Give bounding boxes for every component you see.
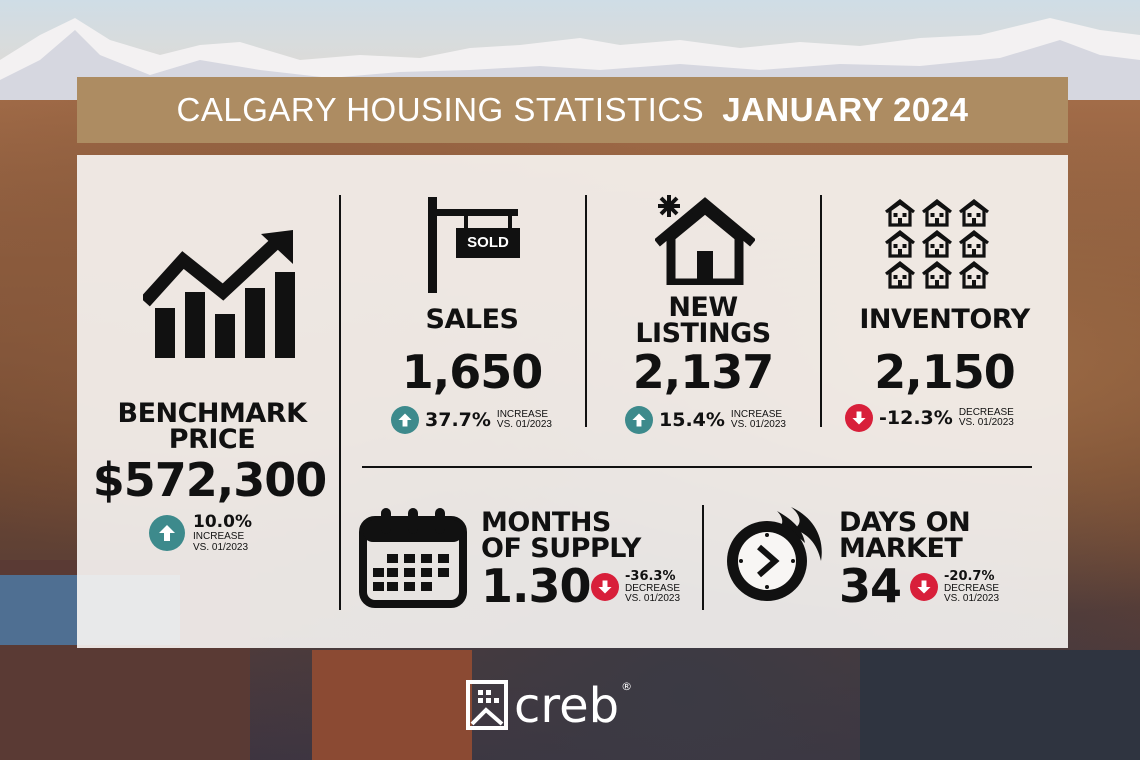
new-listings-note-line2: VS. 01/2023 (730, 419, 786, 430)
registered-mark: ® (621, 680, 633, 693)
divider (702, 505, 704, 610)
arrow-down-icon (910, 573, 938, 602)
creb-logo: creb ® (466, 680, 632, 730)
days-market-change-pct: -20.7% (944, 569, 995, 584)
days-market-change: -20.7% DECREASE VS. 01/2023 (910, 570, 999, 605)
days-market-label-line1: DAYS ON (839, 507, 971, 538)
arrow-down-icon (591, 573, 619, 602)
days-market-value: 34 (839, 559, 902, 613)
houses-grid-icon (885, 199, 990, 289)
sold-sign-text: SOLD (467, 234, 509, 251)
new-listings-note-line1: INCREASE (730, 408, 783, 420)
sold-sign-icon (428, 197, 520, 293)
inventory-change: -12.3% DECREASE VS. 01/2023 (845, 404, 1014, 432)
sales-value: 1,650 (401, 345, 544, 399)
inventory-value: 2,150 (874, 345, 1016, 399)
building-right (860, 650, 1140, 760)
days-market-note-line1: DECREASE (944, 582, 1000, 594)
new-listings-label: NEW LISTINGS (587, 292, 819, 349)
calendar-icon (359, 508, 467, 608)
new-listings-label-line2: LISTINGS (635, 317, 771, 349)
page-title: CALGARY HOUSING STATISTICS JANUARY 2024 (77, 77, 1068, 143)
inventory-note-line1: DECREASE (958, 406, 1014, 418)
benchmark-note-line2: VS. 01/2023 (193, 541, 249, 553)
stats-panel: BENCHMARK PRICE $572,300 10.0% INCREASE … (77, 155, 1068, 648)
creb-logo-icon (466, 680, 508, 730)
fast-clock-icon (727, 507, 822, 601)
days-market-label: DAYS ON MARKET (839, 507, 971, 564)
divider (339, 195, 341, 610)
months-supply-note-line1: DECREASE (625, 582, 681, 594)
months-supply-label-line2: OF SUPPLY (481, 532, 641, 564)
bar-chart-trend-up-icon (143, 230, 295, 358)
title-date: JANUARY 2024 (722, 91, 969, 128)
benchmark-value: $572,300 (92, 453, 328, 507)
months-supply-note-line2: VS. 01/2023 (625, 593, 681, 605)
benchmark-label: BENCHMARK PRICE (97, 398, 327, 455)
inventory-change-pct: -12.3% (879, 407, 953, 429)
inventory-label: INVENTORY (859, 304, 1030, 335)
sales-label: SALES (425, 304, 519, 335)
title-text: CALGARY HOUSING STATISTICS (176, 91, 705, 128)
new-listings-change: 15.4% INCREASE VS. 01/2023 (625, 406, 786, 434)
days-market-note-line2: VS. 01/2023 (944, 593, 1000, 605)
new-house-icon (655, 195, 755, 285)
months-supply-value: 1.30 (481, 559, 591, 613)
benchmark-note-line1: INCREASE (193, 531, 245, 542)
divider (585, 195, 587, 427)
benchmark-label-line2: PRICE (168, 423, 256, 455)
benchmark-change: 10.0% INCREASE VS. 01/2023 (149, 512, 252, 553)
months-supply-change: -36.3% DECREASE VS. 01/2023 (591, 570, 680, 605)
logo-text: creb (514, 678, 620, 734)
arrow-up-icon (149, 514, 185, 551)
arrow-up-icon (391, 406, 419, 434)
sales-change-pct: 37.7% (425, 409, 491, 431)
sales-note-line2: VS. 01/2023 (496, 419, 552, 430)
new-listings-change-pct: 15.4% (659, 409, 725, 431)
building-center (312, 650, 472, 760)
sales-change: 37.7% INCREASE VS. 01/2023 (391, 406, 552, 434)
days-market-label-line2: MARKET (839, 532, 963, 564)
arrow-down-icon (845, 404, 873, 432)
arrow-up-icon (625, 406, 653, 434)
inventory-note-line2: VS. 01/2023 (958, 417, 1014, 428)
months-supply-label-line1: MONTHS (481, 507, 611, 538)
months-supply-change-pct: -36.3% (625, 569, 676, 584)
divider (820, 195, 822, 427)
benchmark-label-line1: BENCHMARK (117, 398, 307, 429)
new-listings-label-line1: NEW (668, 292, 738, 323)
months-supply-label: MONTHS OF SUPPLY (481, 507, 641, 564)
new-listings-value: 2,137 (632, 345, 775, 399)
benchmark-change-pct: 10.0% (193, 512, 252, 532)
divider (362, 466, 1032, 468)
sales-note-line1: INCREASE (496, 408, 549, 420)
